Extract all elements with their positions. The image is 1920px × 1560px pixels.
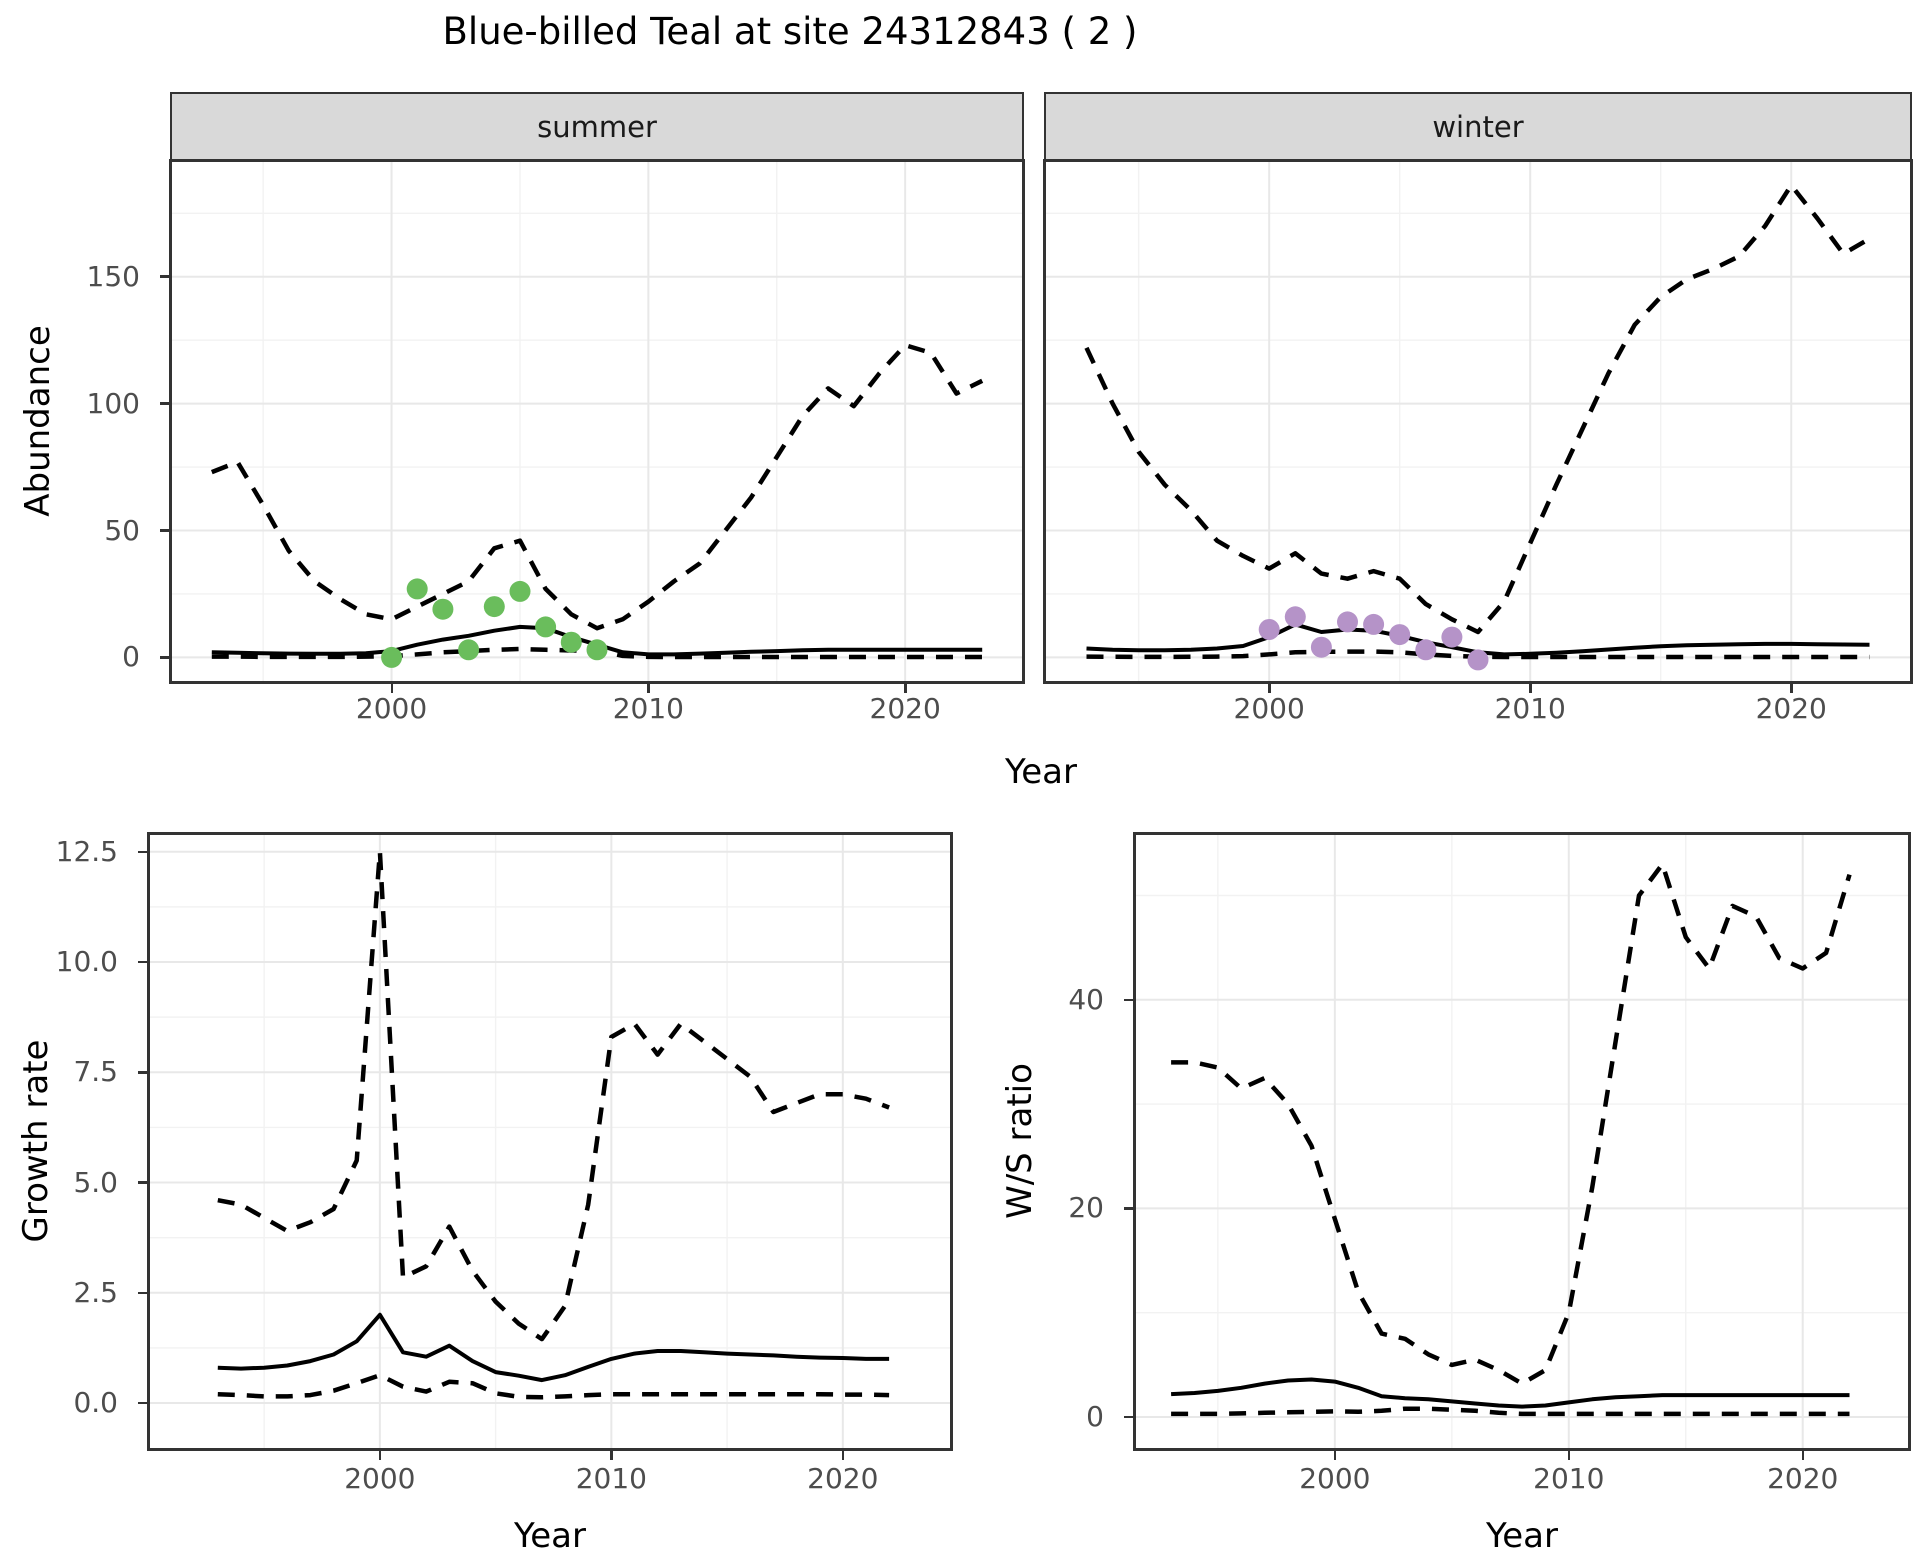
x-tick-label-abundance_summer: 2020 [869, 692, 941, 725]
x-axis-title-year-growth: Year [514, 1516, 586, 1556]
facet-strip-summer: summer [170, 92, 1024, 162]
x-tick-mark [378, 1451, 382, 1460]
y-axis-title-abundance: Abundance [18, 325, 58, 517]
y-tick-mark [1124, 998, 1133, 1002]
observed_counts_summer-point [432, 598, 454, 620]
observed_counts_summer-point [381, 646, 403, 668]
panel-ws_ratio [1133, 832, 1911, 1451]
ws_ratio-model_median-line [1171, 1377, 1850, 1409]
y-tick-mark [160, 275, 169, 278]
y-tick-label-ws_ratio: 40 [1068, 982, 1104, 1016]
observed_counts_winter-point [1284, 606, 1306, 628]
observed_counts_summer-point [560, 631, 582, 653]
ws_ratio-upper_95_ci-line [1171, 861, 1852, 1386]
y-tick-label-growth_rate: 7.5 [73, 1055, 118, 1089]
x-tick-label-abundance_winter: 2020 [1755, 692, 1827, 725]
x-tick-mark [610, 1451, 613, 1460]
observed_counts_winter-point [1337, 611, 1358, 633]
x-tick-mark [841, 1451, 845, 1460]
x-tick-label-ws_ratio: 2010 [1533, 1462, 1605, 1495]
x-tick-label-growth_rate: 2000 [344, 1462, 416, 1495]
abundance_winter-upper_95_ci-line [1084, 183, 1871, 635]
observed_counts_winter-point [1310, 636, 1332, 658]
x-tick-label-ws_ratio: 2000 [1299, 1462, 1371, 1495]
y-tick-mark [138, 1071, 147, 1074]
plot-growth_rate [150, 835, 950, 1448]
observed_counts_summer-point [509, 580, 531, 602]
facet-strip-winter: winter [1044, 92, 1912, 162]
x-axis-title-year-top: Year [1005, 752, 1077, 792]
panel-abundance_winter [1043, 159, 1913, 684]
y-tick-label-growth_rate: 10.0 [55, 945, 118, 978]
observed_counts_summer-point [535, 616, 557, 638]
growth_rate-upper_95_ci-line [217, 849, 890, 1342]
x-tick-label-abundance_winter: 2000 [1233, 692, 1305, 725]
y-tick-label-growth_rate: 5.0 [73, 1165, 118, 1199]
x-axis-title-year-ws: Year [1486, 1516, 1558, 1556]
y-tick-label-abundance_summer: 50 [104, 513, 140, 547]
observed_counts_summer-point [483, 596, 505, 618]
x-tick-label-ws_ratio: 2020 [1767, 1462, 1839, 1495]
abundance_summer-upper_95_ci-line [210, 342, 984, 631]
y-tick-mark [138, 960, 147, 964]
observed_counts_winter-point [1258, 619, 1280, 640]
x-tick-mark [647, 684, 650, 693]
observed_counts_winter-point [1467, 649, 1489, 671]
y-tick-mark [160, 656, 169, 659]
y-tick-mark [160, 529, 169, 532]
plot-abundance_winter [1046, 162, 1910, 681]
observed_counts_winter-point [1415, 639, 1437, 661]
y-tick-label-abundance_summer: 100 [86, 386, 140, 420]
y-tick-label-growth_rate: 12.5 [55, 834, 118, 868]
x-tick-mark [1333, 1451, 1337, 1460]
observed_counts_winter-point [1441, 626, 1463, 648]
y-tick-mark [138, 1181, 147, 1184]
x-tick-mark [390, 684, 394, 693]
y-tick-mark [138, 850, 147, 853]
growth_rate-model_median-line [217, 1312, 890, 1383]
x-tick-mark [904, 684, 907, 693]
x-tick-label-growth_rate: 2010 [575, 1462, 647, 1495]
y-tick-label-abundance_summer: 150 [86, 259, 140, 293]
panel-growth_rate [147, 832, 953, 1451]
y-tick-mark [1124, 1207, 1133, 1210]
observed_counts_summer-point [458, 639, 480, 661]
observed_counts_summer-point [586, 639, 608, 661]
x-tick-mark [1567, 1451, 1571, 1460]
facet-strip-winter-label: winter [1432, 110, 1524, 144]
y-tick-mark [1124, 1415, 1133, 1419]
facet-strip-summer-label: summer [537, 110, 657, 144]
y-tick-label-abundance_summer: 0 [122, 640, 140, 674]
page-title: Blue-billed Teal at site 24312843 ( 2 ) [442, 10, 1138, 53]
observed_counts_winter-point [1363, 613, 1385, 635]
plot-ws_ratio [1136, 835, 1908, 1448]
observed_counts_winter-point [1389, 624, 1411, 646]
y-tick-mark [138, 1291, 147, 1294]
observed_counts_summer-point [406, 578, 428, 600]
x-tick-mark [1268, 684, 1271, 693]
y-tick-label-growth_rate: 2.5 [73, 1275, 118, 1309]
x-tick-mark [1529, 684, 1532, 693]
x-tick-label-growth_rate: 2020 [807, 1462, 879, 1495]
x-tick-mark [1801, 1451, 1805, 1460]
x-tick-label-abundance_summer: 2010 [612, 692, 684, 725]
ws_ratio-lower_05_ci-line [1171, 1406, 1850, 1417]
x-tick-label-abundance_summer: 2000 [355, 692, 428, 725]
y-tick-label-growth_rate: 0.0 [73, 1386, 118, 1420]
plot-abundance_summer [172, 162, 1022, 681]
y-tick-mark [160, 402, 169, 405]
x-tick-mark [1790, 684, 1793, 693]
panel-abundance_summer [169, 159, 1025, 684]
y-tick-mark [138, 1401, 147, 1405]
x-tick-label-abundance_winter: 2010 [1494, 692, 1566, 725]
y-tick-label-ws_ratio: 20 [1068, 1191, 1104, 1225]
y-tick-label-ws_ratio: 0 [1086, 1400, 1104, 1434]
